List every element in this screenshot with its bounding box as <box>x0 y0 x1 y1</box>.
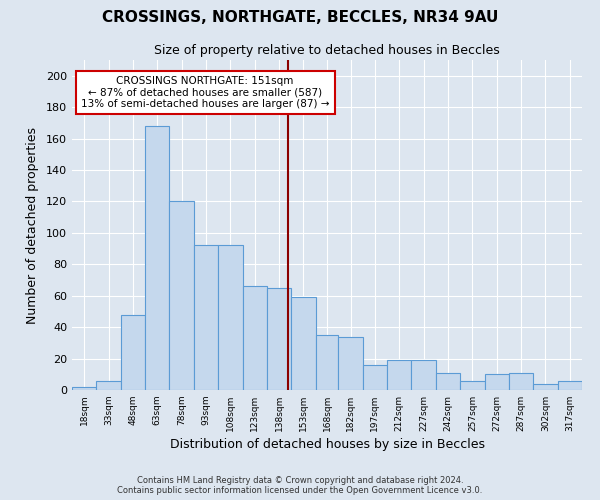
Bar <box>169 202 194 390</box>
Bar <box>242 286 267 390</box>
Text: CROSSINGS NORTHGATE: 151sqm
← 87% of detached houses are smaller (587)
13% of se: CROSSINGS NORTHGATE: 151sqm ← 87% of det… <box>81 76 329 109</box>
Bar <box>72 387 97 390</box>
Bar <box>557 380 582 390</box>
Bar <box>97 380 121 390</box>
Bar <box>291 298 316 390</box>
Bar <box>533 384 557 390</box>
Text: CROSSINGS, NORTHGATE, BECCLES, NR34 9AU: CROSSINGS, NORTHGATE, BECCLES, NR34 9AU <box>102 10 498 25</box>
Bar <box>338 336 363 390</box>
Bar <box>145 126 169 390</box>
Title: Size of property relative to detached houses in Beccles: Size of property relative to detached ho… <box>154 44 500 58</box>
Bar <box>460 380 485 390</box>
Bar <box>121 314 145 390</box>
Bar <box>194 246 218 390</box>
Bar <box>436 372 460 390</box>
Y-axis label: Number of detached properties: Number of detached properties <box>26 126 39 324</box>
Bar <box>509 372 533 390</box>
Bar <box>363 365 387 390</box>
Bar <box>485 374 509 390</box>
X-axis label: Distribution of detached houses by size in Beccles: Distribution of detached houses by size … <box>170 438 485 451</box>
Bar <box>267 288 291 390</box>
Text: Contains HM Land Registry data © Crown copyright and database right 2024.
Contai: Contains HM Land Registry data © Crown c… <box>118 476 482 495</box>
Bar <box>387 360 412 390</box>
Bar <box>412 360 436 390</box>
Bar <box>316 335 338 390</box>
Bar <box>218 246 242 390</box>
